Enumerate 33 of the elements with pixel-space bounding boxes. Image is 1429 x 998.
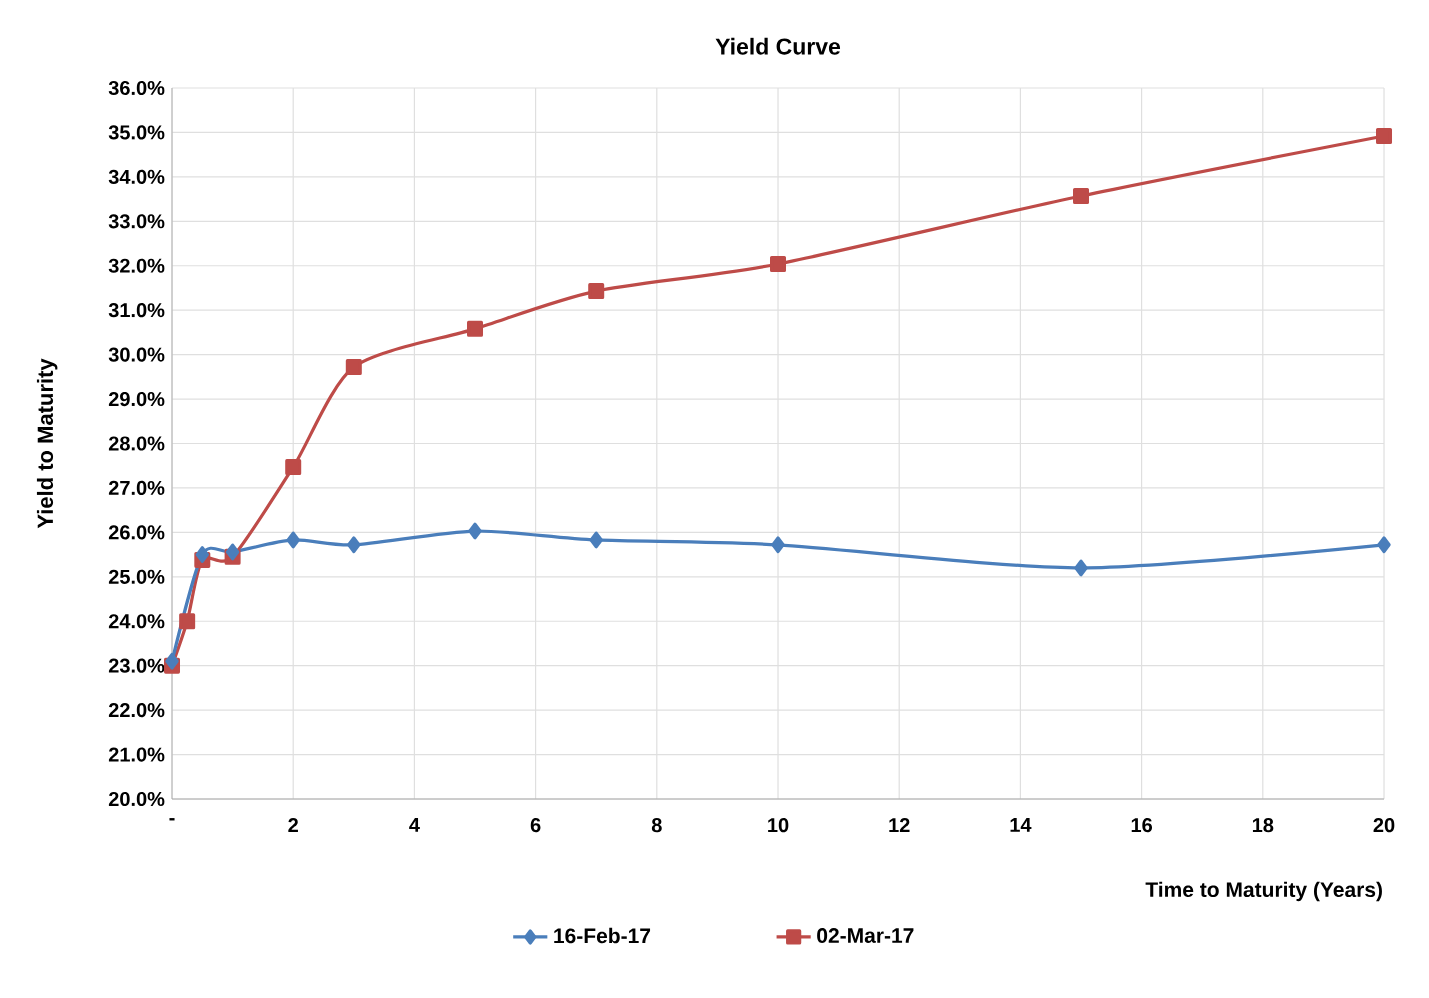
y-tick-label: 24.0% [108,614,165,629]
y-tick-label: 23.0% [108,658,165,673]
chart-title: Yield Curve [715,37,841,55]
y-tick-label: 26.0% [108,525,165,540]
y-tick-label: 25.0% [108,569,165,584]
y-tick-label: 21.0% [108,747,165,762]
x-tick-label: 10 [768,818,789,833]
y-tick-label: 28.0% [108,436,165,451]
y-tick-label: 34.0% [108,169,165,184]
y-tick-label: 36.0% [108,80,165,96]
x-tick-label: 2 [288,818,298,833]
x-tick-label: 8 [651,818,662,833]
y-tick-label: 33.0% [108,214,165,229]
x-tick-label: - [169,818,175,821]
y-tick-label: 32.0% [108,258,165,273]
y-tick-label: 22.0% [108,703,165,718]
y-tick-label: 31.0% [108,303,165,318]
y-tick-label: 29.0% [108,391,165,407]
x-tick-label: 14 [1010,818,1032,832]
y-tick-label: 27.0% [108,480,165,496]
y-tick-label: 20.0% [108,791,165,807]
legend-label: 16-Feb-17 [554,927,651,944]
x-tick-label: 20 [1373,818,1395,833]
x-tick-label: 16 [1131,818,1153,833]
y-axis-title: Yield to Maturity [36,358,58,529]
x-tick-label: 12 [889,818,910,833]
x-tick-label: 18 [1252,818,1274,833]
x-tick-label: 4 [409,818,420,832]
legend-label: 02-Mar-17 [817,928,914,943]
x-tick-label: 6 [530,818,541,833]
x-axis-title: Time to Maturity (Years) [1145,881,1382,902]
y-tick-label: 35.0% [108,125,165,140]
y-tick-label: 30.0% [108,347,165,362]
